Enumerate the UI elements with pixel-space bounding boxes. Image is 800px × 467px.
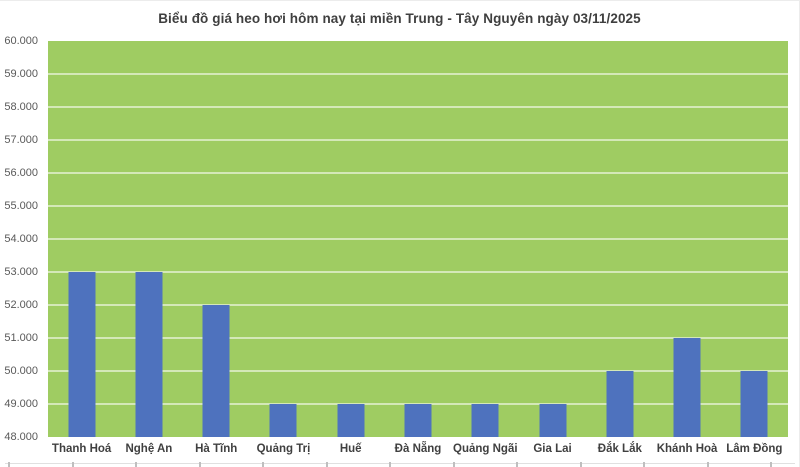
- bar-khanh-hoa: [673, 338, 701, 437]
- gridline: [48, 271, 788, 273]
- table-column-divider: [198, 462, 201, 467]
- table-column-divider: [8, 462, 10, 467]
- gridline: [48, 171, 788, 174]
- plot-area: [48, 41, 788, 437]
- bar--ak-lak: [606, 371, 634, 437]
- y-tick-label: 57.000: [4, 134, 38, 146]
- table-column-divider: [325, 462, 328, 467]
- x-tick-label: Nghệ An: [125, 443, 173, 455]
- y-tick-label: 48.000: [4, 431, 38, 443]
- gridline: [48, 337, 788, 339]
- table-column-divider: [579, 462, 582, 467]
- bar-nghe-an: [135, 272, 163, 437]
- x-tick-label: Đà Nẵng: [394, 443, 442, 455]
- bar-lam-ong: [740, 371, 768, 437]
- gridline: [48, 403, 788, 405]
- y-tick-label: 50.000: [4, 365, 38, 377]
- x-tick-label: Đắk Lắk: [597, 443, 642, 455]
- gridline: [48, 370, 788, 372]
- table-column-divider: [643, 462, 645, 467]
- x-tick-label: Lâm Đồng: [726, 443, 783, 455]
- y-axis: 60.000 59.000 58.000 57.000 56.000 55.000 54.0…: [0, 35, 44, 443]
- x-tick-label: Hà Tĩnh: [195, 443, 238, 455]
- y-tick-label: 55.000: [4, 200, 38, 212]
- table-column-divider: [262, 462, 264, 467]
- gridline: [48, 139, 788, 141]
- y-tick-label: 49.000: [4, 398, 38, 410]
- y-tick-label: 58.000: [4, 100, 38, 113]
- chart-title: Biểu đồ giá heo hơi hôm nay tại miền Tru…: [158, 10, 641, 26]
- table-column-divider: [516, 462, 518, 467]
- x-tick-label: Huế: [339, 443, 362, 455]
- table-column-divider: [135, 462, 137, 467]
- x-axis: Thanh Hoá Nghệ An Hà Tĩnh Quảng Trị Huế Đà Nẵ…: [48, 437, 788, 463]
- x-tick-label: Quảng Ngãi: [453, 443, 518, 455]
- table-column-divider: [770, 462, 772, 467]
- bar-gia-lai: [539, 404, 567, 437]
- x-tick-label: Thanh Hoá: [51, 443, 112, 455]
- cutoff-table-top-edge: [0, 461, 799, 467]
- gridline: [48, 105, 788, 108]
- bar-hue: [337, 404, 365, 437]
- bar--a-nang: [404, 404, 432, 437]
- x-tick-label: Quảng Trị: [256, 443, 311, 455]
- table-column-divider: [452, 462, 455, 467]
- table-column-divider: [706, 462, 709, 467]
- table-column-divider: [71, 462, 74, 467]
- x-tick-label: Gia Lai: [533, 443, 572, 455]
- table-fragment-line: [5, 463, 795, 464]
- y-tick-label: 56.000: [4, 166, 38, 179]
- gridline: [48, 238, 788, 240]
- bar-quang-ngai: [471, 404, 499, 437]
- y-tick-label: 54.000: [4, 233, 38, 245]
- y-tick-label: 53.000: [4, 266, 38, 278]
- gridline: [48, 303, 788, 306]
- y-tick-label: 59.000: [4, 67, 38, 80]
- gridline: [48, 72, 788, 75]
- x-tick-label: Khánh Hoà: [656, 443, 718, 455]
- y-tick-label: 51.000: [4, 332, 38, 344]
- bar-ha-tinh: [202, 305, 230, 437]
- bar-thanh-hoa: [68, 272, 96, 437]
- gridline: [48, 205, 788, 207]
- y-tick-label: 52.000: [4, 298, 38, 311]
- y-tick-label: 60.000: [4, 35, 38, 47]
- table-column-divider: [389, 462, 391, 467]
- bar-quang-tri: [269, 404, 297, 437]
